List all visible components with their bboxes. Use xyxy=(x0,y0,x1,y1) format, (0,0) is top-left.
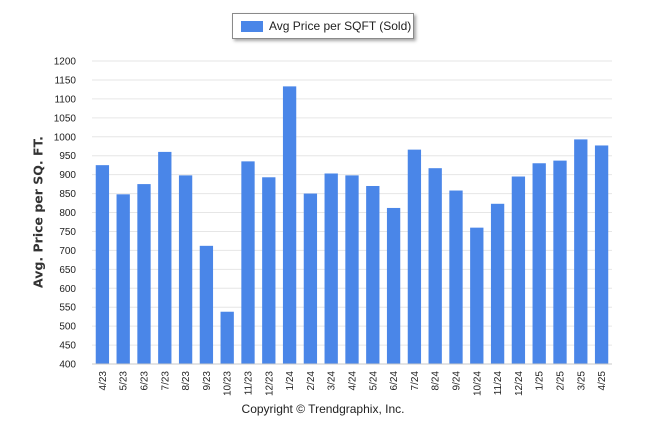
bar-10-24[interactable] xyxy=(470,227,484,364)
x-tick-label: 4/24 xyxy=(348,371,359,391)
bar-5-23[interactable] xyxy=(116,194,130,364)
y-tick-label: 500 xyxy=(59,322,76,333)
y-tick-label: 1050 xyxy=(54,113,77,124)
y-tick-label: 1200 xyxy=(54,57,77,68)
y-tick-label: 900 xyxy=(59,170,76,181)
x-tick-label: 1/25 xyxy=(535,371,546,391)
x-tick-label: 10/23 xyxy=(223,371,234,396)
y-tick-label: 950 xyxy=(59,151,76,162)
y-tick-label: 450 xyxy=(59,341,76,352)
x-tick-label: 10/24 xyxy=(472,371,483,396)
x-tick-label: 3/25 xyxy=(576,371,587,391)
y-axis-ticks: 400 450 500 550 600 650 700 750 800 850 900 950 1000… xyxy=(54,57,77,371)
y-tick-label: 700 xyxy=(59,246,76,257)
x-tick-label: 8/24 xyxy=(431,371,442,391)
x-tick-label: 5/23 xyxy=(119,371,130,391)
x-tick-label: 4/23 xyxy=(98,371,109,391)
x-tick-label: 9/23 xyxy=(202,371,213,391)
y-tick-label: 650 xyxy=(59,265,76,276)
y-tick-label: 600 xyxy=(59,284,76,295)
bar-7-24[interactable] xyxy=(407,149,422,364)
bar-12-24[interactable] xyxy=(511,176,526,364)
bar-2-25[interactable] xyxy=(553,160,567,364)
x-tick-label: 12/23 xyxy=(264,371,275,396)
x-tick-label: 1/24 xyxy=(285,371,296,391)
legend-swatch xyxy=(241,20,263,32)
x-tick-label: 6/24 xyxy=(389,371,400,391)
x-tick-label: 12/24 xyxy=(514,371,525,396)
x-tick-label: 7/23 xyxy=(160,371,171,391)
x-tick-label: 5/24 xyxy=(368,371,379,391)
bar-6-23[interactable] xyxy=(137,184,151,364)
x-tick-label: 9/24 xyxy=(452,371,463,391)
bar-7-23[interactable] xyxy=(158,151,172,364)
y-tick-label: 1150 xyxy=(54,75,76,86)
y-tick-label: 400 xyxy=(59,360,76,371)
bar-8-23[interactable] xyxy=(178,175,193,364)
legend-label: Avg Price per SQFT (Sold) xyxy=(269,19,412,33)
x-tick-label: 3/24 xyxy=(327,371,338,391)
bar-1-25[interactable] xyxy=(532,163,546,364)
bar-4-25[interactable] xyxy=(594,145,609,364)
x-axis-ticks: 4/23 5/23 6/23 7/23 8/23 9/23 10/23 11/23 12/23 1… xyxy=(98,371,608,396)
x-tick-label: 11/24 xyxy=(493,371,504,396)
x-tick-label: 6/23 xyxy=(140,371,151,391)
bar-9-24[interactable] xyxy=(449,190,463,364)
bars xyxy=(95,86,609,364)
bar-6-24[interactable] xyxy=(386,207,401,364)
bar-9-23[interactable] xyxy=(199,245,214,364)
bar-11-24[interactable] xyxy=(490,203,505,364)
copyright-credit: Copyright © Trendgraphix, Inc. xyxy=(241,402,405,416)
y-tick-label: 750 xyxy=(59,227,76,238)
bar-4-24[interactable] xyxy=(345,175,359,364)
bar-10-23[interactable] xyxy=(220,311,234,364)
y-tick-label: 850 xyxy=(59,189,76,200)
x-tick-label: 8/23 xyxy=(181,371,192,391)
bar-3-24[interactable] xyxy=(324,173,338,364)
bar-2-24[interactable] xyxy=(303,193,318,364)
y-tick-label: 800 xyxy=(59,208,76,219)
y-tick-label: 550 xyxy=(59,303,76,314)
x-tick-label: 2/25 xyxy=(556,371,567,391)
bar-3-25[interactable] xyxy=(574,139,588,364)
bar-12-23[interactable] xyxy=(262,177,276,364)
bar-8-24[interactable] xyxy=(428,168,442,364)
y-tick-label: 1000 xyxy=(54,132,77,143)
bar-4-23[interactable] xyxy=(95,165,110,364)
bar-11-23[interactable] xyxy=(241,161,255,364)
legend[interactable]: Avg Price per SQFT (Sold) xyxy=(232,13,414,39)
x-tick-label: 4/25 xyxy=(597,371,608,391)
x-tick-label: 7/24 xyxy=(410,371,421,391)
y-tick-label: 1100 xyxy=(54,94,76,105)
bar-5-24[interactable] xyxy=(366,185,380,364)
x-tick-label: 2/24 xyxy=(306,371,317,391)
x-tick-label: 11/23 xyxy=(244,371,255,396)
y-axis-label: Avg. Price per SQ. FT. xyxy=(30,136,46,288)
bar-1-24[interactable] xyxy=(282,86,297,364)
